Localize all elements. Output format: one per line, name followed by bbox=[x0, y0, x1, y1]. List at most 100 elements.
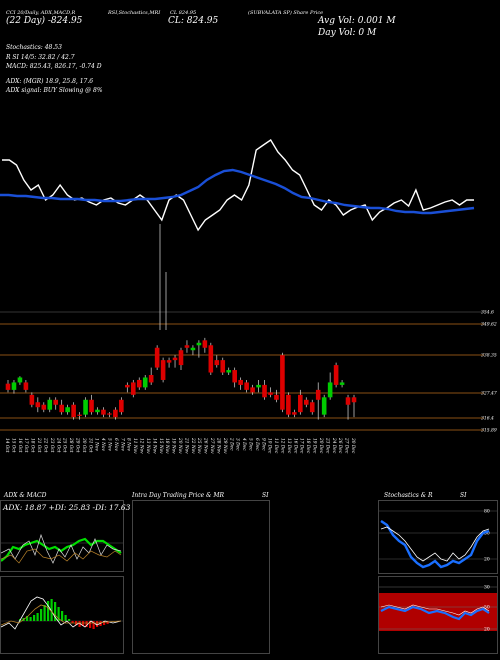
main-price-chart: 354.6 349.62 338.35 327.47 316.4 315.89 14 Oc… bbox=[0, 139, 497, 454]
intraday-panel bbox=[132, 500, 270, 654]
macd-histogram-bar bbox=[50, 599, 53, 621]
candle bbox=[148, 367, 154, 385]
candle-body bbox=[321, 397, 327, 415]
candle bbox=[130, 379, 136, 398]
x-axis-label: 29 Nov bbox=[222, 437, 227, 454]
candle-body bbox=[345, 397, 351, 405]
candle-body bbox=[303, 399, 309, 405]
x-axis-label: 29 Oct bbox=[75, 437, 80, 453]
x-axis-label: 23 Oct bbox=[49, 437, 54, 453]
x-axis-label: 17 Dec bbox=[299, 438, 304, 454]
x-axis-label: 3 Dec bbox=[235, 438, 240, 451]
candle-body bbox=[226, 370, 232, 373]
x-axis-label: 20 Dec bbox=[318, 437, 323, 454]
stochastics-panel: 80 50 20 bbox=[378, 500, 498, 574]
candle bbox=[351, 394, 357, 418]
adx-chart bbox=[1, 533, 123, 564]
candle bbox=[53, 397, 59, 410]
candle bbox=[309, 399, 315, 415]
candle bbox=[280, 352, 285, 413]
candle bbox=[298, 389, 303, 415]
candle bbox=[202, 337, 208, 353]
adx-line bbox=[1, 533, 122, 564]
candle-body bbox=[17, 377, 23, 383]
candle bbox=[41, 402, 47, 413]
x-axis-label: 18 Dec bbox=[305, 438, 310, 454]
x-axis-label: 28 Oct bbox=[68, 437, 73, 453]
candle-body bbox=[148, 375, 154, 383]
candle-body bbox=[256, 384, 261, 388]
x-axis-label: 27 Nov bbox=[209, 437, 214, 454]
price-levels: 354.6 349.62 338.35 327.47 316.4 315.89 bbox=[0, 310, 497, 434]
candle bbox=[220, 357, 226, 375]
candle bbox=[244, 379, 249, 393]
price-level-label: 354.6 bbox=[481, 310, 494, 316]
stochastics-chart: 80 50 20 bbox=[379, 509, 497, 569]
x-axis-label: 31 Oct bbox=[87, 438, 92, 453]
x-axis-label: 5 Dec bbox=[248, 438, 253, 451]
macd-histogram-bar bbox=[36, 613, 39, 621]
macd-histogram-bar bbox=[47, 601, 50, 621]
candle-body bbox=[166, 360, 172, 363]
rsi-tick: 30 bbox=[484, 585, 490, 591]
macd-histogram-bar bbox=[26, 616, 29, 621]
x-axis-label: 25 Nov bbox=[196, 437, 201, 454]
candle-body bbox=[232, 370, 237, 383]
candle-body bbox=[89, 399, 94, 413]
price-level-label: 338.35 bbox=[481, 353, 497, 359]
x-axis-label: 8 Nov bbox=[126, 438, 131, 451]
candle-body bbox=[53, 399, 59, 405]
candle bbox=[71, 402, 76, 420]
macd-histogram-bar bbox=[78, 621, 81, 627]
x-axis-label: 28 Nov bbox=[215, 437, 220, 454]
candle bbox=[190, 345, 196, 356]
macd-panel bbox=[0, 576, 124, 654]
x-axis-label: 14 Oct bbox=[4, 438, 9, 453]
candle bbox=[268, 387, 273, 398]
candle bbox=[315, 382, 321, 420]
candle-body bbox=[327, 382, 333, 398]
candle bbox=[274, 389, 279, 403]
candle-body bbox=[5, 383, 11, 390]
price-level-label: 315.89 bbox=[481, 428, 497, 434]
x-axis-label: 19 Nov bbox=[171, 438, 176, 454]
candle bbox=[154, 345, 160, 371]
candle bbox=[178, 347, 184, 371]
candle bbox=[113, 407, 118, 420]
price-level-label: 349.62 bbox=[481, 322, 497, 328]
candle bbox=[292, 409, 297, 418]
adx-panel-values: ADX: 18.87 +DI: 25.83 -DI: 17.63 bbox=[3, 503, 131, 512]
candle bbox=[23, 379, 29, 393]
macd-histogram-bar bbox=[82, 621, 85, 626]
x-axis-label: 17 Oct bbox=[23, 438, 28, 453]
x-axis-label: 26 Nov bbox=[203, 437, 208, 454]
rsi-tick: 20 bbox=[484, 627, 490, 633]
x-axis-label: 13 Nov bbox=[145, 438, 150, 454]
candle-body bbox=[202, 340, 208, 348]
header-rsi-label: RSI,Stochastics,MRI bbox=[108, 10, 161, 16]
candle bbox=[214, 355, 220, 368]
macd-histogram-bar bbox=[71, 621, 74, 623]
candle-body bbox=[220, 360, 226, 373]
stochastics-tick: 20 bbox=[484, 557, 490, 563]
header-day-line: (22 Day) -824.95 bbox=[6, 16, 83, 26]
candle-body bbox=[172, 357, 178, 361]
price-level-label: 327.47 bbox=[481, 391, 497, 397]
adx-signal: ADX signal: BUY Slowing @ 8% bbox=[6, 87, 103, 94]
candle bbox=[95, 407, 100, 415]
candle-body bbox=[71, 404, 76, 418]
candle-body bbox=[95, 409, 100, 413]
stochastics-si: SI bbox=[460, 492, 467, 499]
candle bbox=[11, 379, 17, 394]
macd-histogram-bar bbox=[96, 621, 99, 627]
cci-panel bbox=[0, 139, 475, 232]
x-axis-label: 18 Nov bbox=[164, 438, 169, 454]
x-axis-label: 2 Dec bbox=[228, 437, 233, 451]
candle bbox=[107, 412, 112, 418]
macd-histogram-bar bbox=[68, 619, 71, 621]
x-axis-label: 19 Dec bbox=[312, 438, 317, 454]
candle-body bbox=[250, 387, 255, 393]
candle bbox=[172, 355, 178, 368]
candle bbox=[5, 379, 11, 393]
stochastics-d-line bbox=[380, 526, 490, 562]
